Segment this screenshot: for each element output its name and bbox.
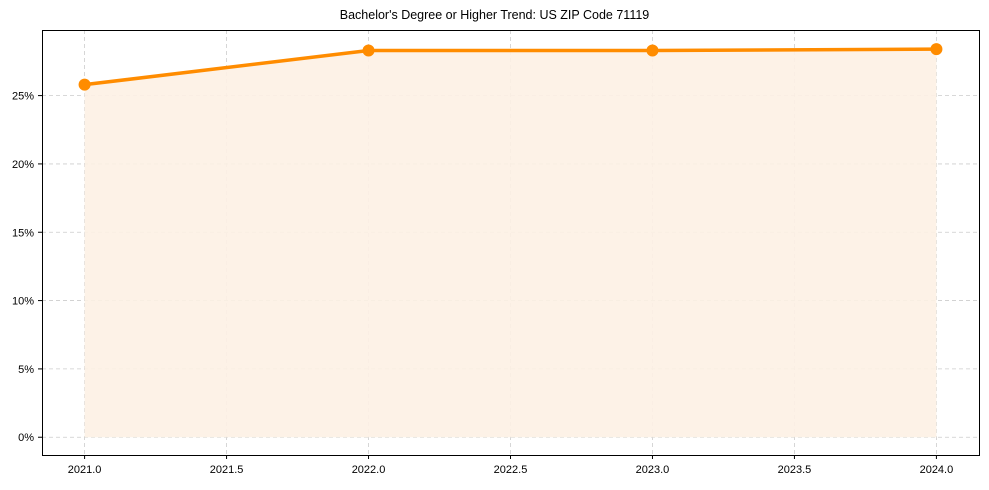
x-tick-label: 2022.0 bbox=[352, 464, 386, 476]
data-point-2023 bbox=[646, 44, 659, 57]
y-tick-label: 0% bbox=[18, 432, 34, 444]
data-markers bbox=[78, 43, 943, 91]
data-point-2024 bbox=[930, 43, 943, 56]
data-point-2022 bbox=[362, 44, 375, 57]
x-tick-label: 2022.5 bbox=[494, 464, 528, 476]
x-tick-label: 2024.0 bbox=[920, 464, 954, 476]
data-line bbox=[82, 47, 939, 87]
x-tick-label: 2023.5 bbox=[778, 464, 812, 476]
y-tick-label: 20% bbox=[12, 159, 34, 171]
chart-title: Bachelor's Degree or Higher Trend: US ZI… bbox=[339, 8, 650, 22]
data-point-2021 bbox=[78, 78, 91, 91]
area-fill bbox=[84, 49, 937, 438]
x-axis: 2021.0 2021.5 2022.0 2022.5 2023.0 2023.5 2024… bbox=[68, 455, 953, 476]
y-tick-label: 5% bbox=[18, 364, 34, 376]
y-tick-label: 10% bbox=[12, 296, 34, 308]
x-tick-label: 2021.0 bbox=[68, 464, 102, 476]
x-tick-label: 2023.0 bbox=[636, 464, 670, 476]
y-tick-label: 15% bbox=[12, 227, 34, 239]
y-axis: 0% 5% 10% 15% 20% 25% bbox=[12, 91, 42, 444]
x-tick-label: 2021.5 bbox=[210, 464, 244, 476]
y-tick-label: 25% bbox=[12, 91, 34, 103]
